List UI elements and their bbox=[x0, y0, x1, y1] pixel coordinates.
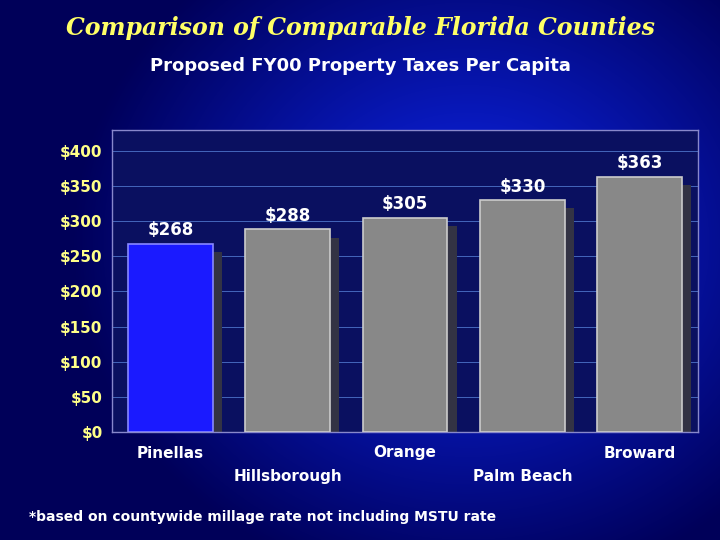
Text: Orange: Orange bbox=[374, 446, 436, 461]
Text: Broward: Broward bbox=[603, 446, 676, 461]
Text: Pinellas: Pinellas bbox=[137, 446, 204, 461]
Text: $268: $268 bbox=[147, 221, 194, 239]
Bar bbox=[128, 244, 212, 432]
Text: Palm Beach: Palm Beach bbox=[472, 469, 572, 484]
Polygon shape bbox=[490, 208, 574, 432]
Text: $363: $363 bbox=[616, 154, 663, 172]
Bar bbox=[480, 200, 564, 432]
Text: Comparison of Comparable Florida Counties: Comparison of Comparable Florida Countie… bbox=[66, 16, 654, 40]
Text: $330: $330 bbox=[499, 178, 546, 195]
Text: $288: $288 bbox=[264, 207, 311, 225]
Bar bbox=[246, 230, 330, 432]
Text: Hillsborough: Hillsborough bbox=[233, 469, 342, 484]
Polygon shape bbox=[607, 185, 691, 432]
Text: Proposed FY00 Property Taxes Per Capita: Proposed FY00 Property Taxes Per Capita bbox=[150, 57, 570, 75]
Text: *based on countywide millage rate not including MSTU rate: *based on countywide millage rate not in… bbox=[29, 510, 496, 524]
Bar bbox=[363, 218, 447, 432]
Text: $305: $305 bbox=[382, 195, 428, 213]
Polygon shape bbox=[255, 238, 339, 432]
Polygon shape bbox=[138, 252, 222, 432]
Bar bbox=[598, 177, 682, 432]
Polygon shape bbox=[372, 226, 456, 432]
